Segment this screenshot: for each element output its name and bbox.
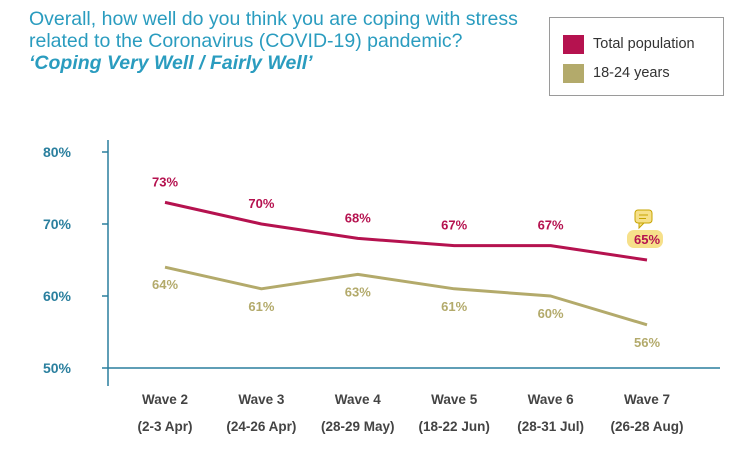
legend-item-total: Total population <box>563 34 695 54</box>
x-tick-date-label: (18-22 Jun) <box>419 419 490 434</box>
y-tick-label: 70% <box>43 216 72 232</box>
data-label: 67% <box>538 218 564 233</box>
x-tick-date-label: (26-28 Aug) <box>610 419 683 434</box>
x-tick-label: Wave 3 <box>238 392 285 407</box>
legend-swatch-total <box>563 34 584 54</box>
x-tick-label: Wave 6 <box>528 392 575 407</box>
x-tick-label: Wave 7 <box>624 392 670 407</box>
data-label: 56% <box>634 335 660 350</box>
highlight-badge <box>627 230 663 248</box>
legend-item-youth: 18-24 years <box>563 63 670 83</box>
chart-title-emphasis: ‘Coping Very Well / Fairly Well’ <box>29 52 313 74</box>
x-tick-label: Wave 2 <box>142 392 188 407</box>
x-tick-date-label: (28-31 Jul) <box>517 419 584 434</box>
y-tick-label: 80% <box>43 144 72 160</box>
legend: Total population 18-24 years <box>549 17 724 96</box>
x-tick-date-label: (2-3 Apr) <box>137 419 192 434</box>
comment-icon <box>634 209 653 230</box>
chart-title-question: Overall, how well do you think you are c… <box>29 8 518 52</box>
data-label: 68% <box>345 210 371 225</box>
chart-title: Overall, how well do you think you are c… <box>29 8 529 74</box>
series-line-total <box>164 200 648 262</box>
data-label: 60% <box>538 306 564 321</box>
series-line-youth <box>164 265 648 327</box>
y-tick-label: 60% <box>43 288 72 304</box>
x-tick-label: Wave 4 <box>335 392 382 407</box>
x-tick-label: Wave 5 <box>431 392 478 407</box>
data-label: 64% <box>152 277 178 292</box>
y-tick-label: 50% <box>43 360 72 376</box>
data-label: 65% <box>634 232 660 247</box>
x-tick-date-label: (28-29 May) <box>321 419 395 434</box>
x-tick-date-label: (24-26 Apr) <box>226 419 296 434</box>
legend-swatch-youth <box>563 63 584 83</box>
legend-label-youth: 18-24 years <box>593 65 670 81</box>
comment-icon-body <box>634 209 653 224</box>
data-label: 61% <box>248 299 274 314</box>
legend-label-total: Total population <box>593 36 695 52</box>
data-label: 63% <box>345 284 371 299</box>
data-label: 61% <box>441 299 467 314</box>
data-label: 67% <box>441 218 467 233</box>
comment-icon-tail <box>638 222 646 230</box>
data-label: 73% <box>152 174 178 189</box>
data-label: 70% <box>248 196 274 211</box>
